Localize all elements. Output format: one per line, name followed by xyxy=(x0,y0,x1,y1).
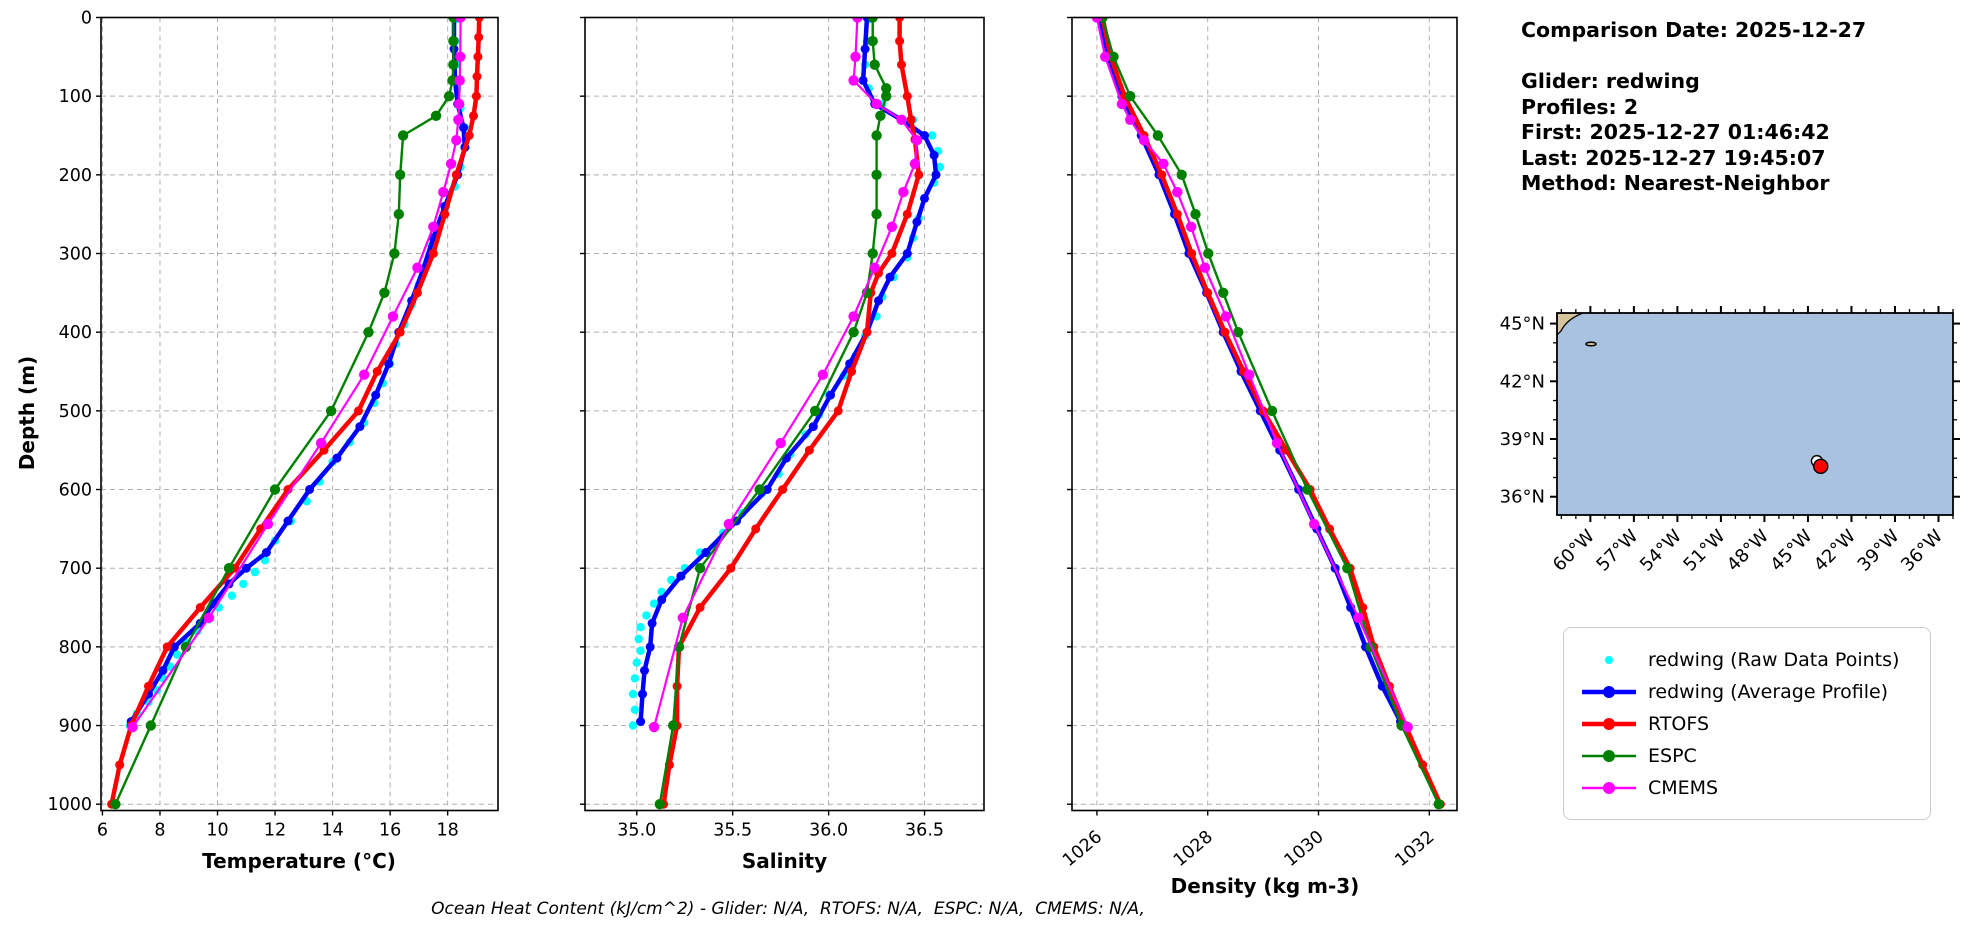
info-comparison-date: Comparison Date: 2025-12-27 xyxy=(1521,18,1867,42)
info-method: Method: Nearest-Neighbor xyxy=(1521,171,1830,195)
map-lon-label: 60°W xyxy=(1549,526,1599,576)
legend-item-rtofs: RTOFS xyxy=(1564,708,1930,740)
y-tick-label: 300 xyxy=(59,245,92,265)
x-tick-label: 35.5 xyxy=(713,821,752,841)
sal-chart: 35.0 35.5 36.0 36.5 xyxy=(580,16,985,841)
y-tick-label: 400 xyxy=(59,323,92,343)
map-lon-label: 42°W xyxy=(1810,526,1860,576)
legend-label: ESPC xyxy=(1648,744,1697,767)
x-tick-label: 36.5 xyxy=(905,821,944,841)
y-tick-label: 100 xyxy=(59,87,92,107)
den-plot-frame xyxy=(1071,16,1458,812)
temp-plot-frame xyxy=(100,16,499,812)
temp-chart: 6 8 10 12 14 16 18 0 100 200 300 400 500 600 700 800 900… xyxy=(47,9,499,841)
info-profiles: Profiles: 2 xyxy=(1521,94,1639,119)
temp-series-redwing-raw-data-points xyxy=(125,17,470,730)
map-lat-label: 36°N xyxy=(1500,487,1545,508)
sal-series-redwing-raw-data-points xyxy=(628,17,945,730)
x-tick-label: 8 xyxy=(154,821,165,841)
legend-item-espc: ESPC xyxy=(1564,740,1930,772)
info-spacer xyxy=(1521,44,1866,70)
den-chart: 1026 1028 1030 1032 xyxy=(1059,16,1458,871)
y-tick-label: 500 xyxy=(59,402,92,422)
y-tick-label: 600 xyxy=(59,481,92,501)
map-frame xyxy=(1556,312,1954,516)
den-series-espc xyxy=(1097,17,1444,810)
map-marker-profile-end xyxy=(1813,458,1829,475)
legend-sample-espc-icon xyxy=(1582,749,1636,762)
x-tick-label: 14 xyxy=(321,821,343,841)
map-lon-label: 57°W xyxy=(1592,526,1642,576)
y-tick-label: 1000 xyxy=(47,795,92,815)
map-lon-label: 54°W xyxy=(1636,526,1686,576)
x-axis-label-salinity: Salinity xyxy=(741,849,828,873)
ocean-heat-content-caption: Ocean Heat Content (kJ/cm^2) - Glider: N… xyxy=(431,899,1145,919)
legend-label: RTOFS xyxy=(1648,712,1710,735)
legend-item-cmems: CMEMS xyxy=(1564,772,1930,804)
legend-label: redwing (Average Profile) xyxy=(1648,680,1889,703)
temp-series-rtofs xyxy=(107,17,484,809)
y-tick-label: 800 xyxy=(59,638,92,658)
x-axis-label-temperature: Temperature (°C) xyxy=(202,849,396,873)
x-axis-label-density: Density (kg m-3) xyxy=(1170,874,1360,898)
legend-sample-rtofs-icon xyxy=(1582,717,1636,730)
map-lon-label: 36°W xyxy=(1897,526,1947,576)
legend-item-redwing-raw-data-points: redwing (Raw Data Points) xyxy=(1564,644,1930,676)
map-lon-label: 48°W xyxy=(1723,526,1773,576)
map-lon-label: 45°W xyxy=(1766,526,1816,576)
map-lon-label: 39°W xyxy=(1854,526,1904,576)
map-lon-label: 51°W xyxy=(1679,526,1729,576)
legend-item-redwing-average-profile: redwing (Average Profile) xyxy=(1564,676,1930,708)
x-tick-label: 1026 xyxy=(1059,827,1106,871)
y-tick-label: 900 xyxy=(59,717,92,737)
legend-sample-cmems-icon xyxy=(1582,781,1636,794)
y-axis-label-depth: Depth (m) xyxy=(15,355,39,471)
map-ocean xyxy=(1557,313,1953,515)
sal-series-cmems xyxy=(648,17,923,733)
comparison-info-panel: Comparison Date: 2025-12-27 Glider: redw… xyxy=(1521,18,1866,197)
legend: redwing (Raw Data Points) redwing (Averag… xyxy=(1563,627,1931,820)
x-tick-label: 1032 xyxy=(1392,827,1439,871)
legend-sample-redwing-raw-data-points-icon xyxy=(1605,655,1613,664)
info-last-time: Last: 2025-12-27 19:45:07 xyxy=(1521,145,1826,170)
legend-label: redwing (Raw Data Points) xyxy=(1648,648,1900,671)
x-tick-label: 35.0 xyxy=(617,821,656,841)
location-map: 45°N 42°N 39°N 36°N60°W57°W54°W51°W48°W45°W… xyxy=(1500,306,1960,576)
y-tick-label: 200 xyxy=(59,166,92,186)
sal-plot-frame xyxy=(584,16,985,812)
map-lat-label: 42°N xyxy=(1500,371,1545,392)
map-lat-label: 39°N xyxy=(1500,429,1545,450)
map-island xyxy=(1585,341,1597,347)
info-glider: Glider: redwing xyxy=(1521,69,1700,93)
x-tick-label: 36.0 xyxy=(809,821,848,841)
legend-label: CMEMS xyxy=(1648,776,1719,799)
y-tick-label: 0 xyxy=(81,9,92,29)
temp-series-cmems xyxy=(127,17,466,733)
x-tick-label: 6 xyxy=(97,821,108,841)
den-series-cmems xyxy=(1091,17,1413,733)
x-tick-label: 1028 xyxy=(1170,827,1217,871)
y-tick-label: 700 xyxy=(59,559,92,579)
legend-sample-redwing-average-profile-icon xyxy=(1582,685,1636,698)
info-first-time: First: 2025-12-27 01:46:42 xyxy=(1521,120,1830,144)
x-tick-label: 18 xyxy=(437,821,459,841)
temp-series-redwing-average-profile xyxy=(126,17,470,727)
map-lat-label: 45°N xyxy=(1500,314,1545,335)
x-tick-label: 10 xyxy=(206,821,228,841)
sal-series-espc xyxy=(654,17,892,810)
x-tick-label: 1030 xyxy=(1281,827,1328,871)
x-tick-label: 12 xyxy=(264,821,286,841)
x-tick-label: 16 xyxy=(379,821,401,841)
